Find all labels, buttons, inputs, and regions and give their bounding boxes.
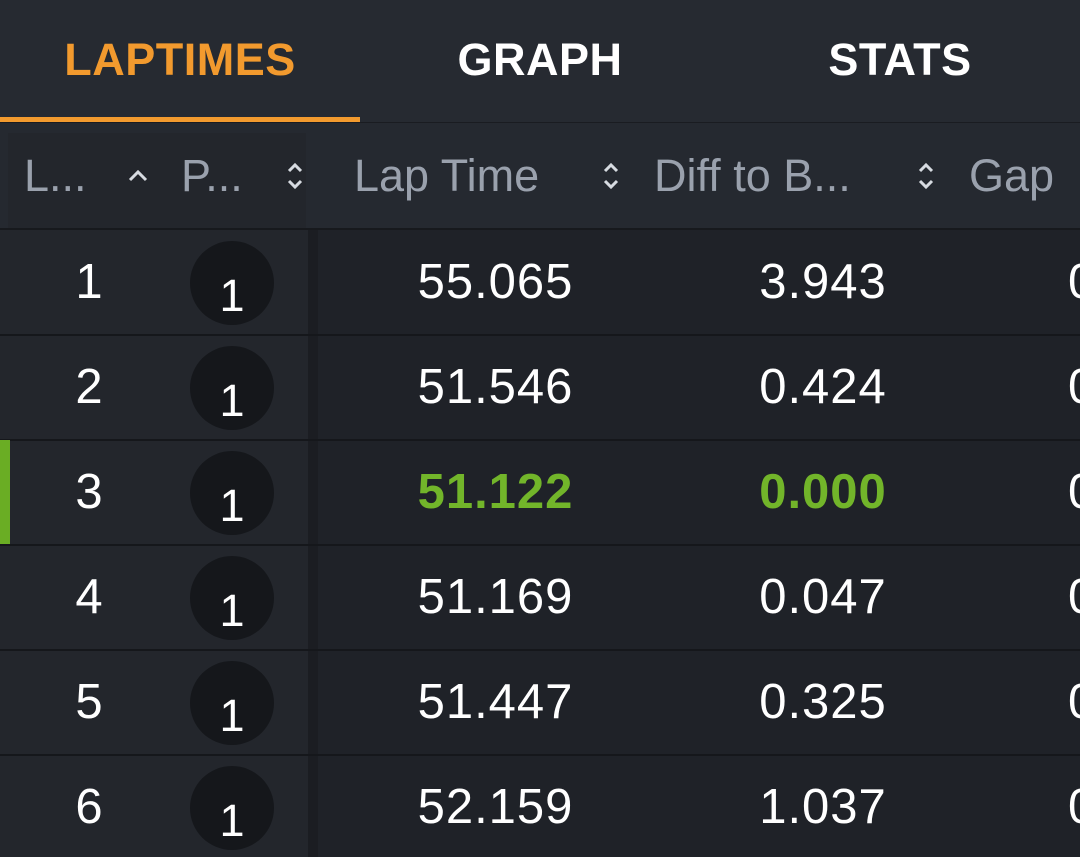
gap-value: 0 — [1068, 230, 1080, 334]
tab-bar: LAPTIMES GRAPH STATS — [0, 0, 1080, 123]
gap-value: 0 — [1068, 335, 1080, 439]
position-value: 1 — [219, 270, 245, 321]
lap-time-value: 55.065 — [417, 255, 574, 309]
lap-time-value: 52.159 — [417, 780, 574, 834]
tab-laptimes[interactable]: LAPTIMES — [0, 0, 360, 122]
lap-time-value: 51.122 — [417, 465, 574, 519]
lap-number: 2 — [75, 360, 103, 414]
sort-unsorted-icon[interactable] — [280, 123, 310, 228]
tab-stats-label: STATS — [828, 34, 972, 85]
diff-to-best-value: 0.000 — [759, 465, 887, 519]
lap-number: 3 — [75, 465, 103, 519]
gap-value: 0 — [1068, 755, 1080, 857]
lap-number: 6 — [75, 780, 103, 834]
diff-to-best-value: 0.325 — [759, 675, 887, 729]
tab-stats[interactable]: STATS — [720, 0, 1080, 122]
tab-graph[interactable]: GRAPH — [360, 0, 720, 122]
diff-to-best-value: 3.943 — [759, 255, 887, 309]
column-header-diff-to-best[interactable]: Diff to B... — [654, 123, 851, 228]
column-header-lap[interactable]: L... — [24, 123, 87, 228]
sort-unsorted-icon[interactable] — [911, 123, 941, 228]
table-row[interactable]: 6 1 52.159 1.037 0 — [0, 755, 1080, 857]
position-badge: 1 — [190, 556, 274, 640]
laptimes-table: L... P... Lap Time Diff to B... Gap 1 1 — [0, 123, 1080, 857]
column-header-position[interactable]: P... — [181, 123, 243, 228]
best-lap-marker — [0, 440, 10, 544]
table-row-best-lap[interactable]: 3 1 51.122 0.000 0 — [0, 440, 1080, 546]
lap-number: 4 — [75, 570, 103, 624]
position-badge: 1 — [190, 241, 274, 325]
pinned-header-area — [8, 133, 306, 228]
position-badge: 1 — [190, 661, 274, 745]
lap-time-value: 51.447 — [417, 675, 574, 729]
sort-unsorted-icon[interactable] — [596, 123, 626, 228]
lap-number: 1 — [75, 255, 103, 309]
table-row[interactable]: 4 1 51.169 0.047 0 — [0, 545, 1080, 651]
lap-time-value: 51.169 — [417, 570, 574, 624]
sort-ascending-icon[interactable] — [123, 123, 153, 228]
position-badge: 1 — [190, 451, 274, 535]
lap-number: 5 — [75, 675, 103, 729]
column-header-lap-label: L... — [24, 149, 87, 201]
table-row[interactable]: 5 1 51.447 0.325 0 — [0, 650, 1080, 756]
tab-graph-label: GRAPH — [457, 34, 623, 85]
diff-to-best-value: 0.424 — [759, 360, 887, 414]
position-value: 1 — [219, 375, 245, 426]
column-header-position-label: P... — [181, 149, 243, 201]
table-header: L... P... Lap Time Diff to B... Gap — [0, 123, 1080, 230]
position-value: 1 — [219, 480, 245, 531]
position-value: 1 — [219, 690, 245, 741]
gap-value: 0 — [1068, 545, 1080, 649]
tab-laptimes-label: LAPTIMES — [64, 34, 296, 85]
pinned-columns-divider — [308, 123, 318, 857]
gap-value: 0 — [1068, 650, 1080, 754]
diff-to-best-value: 0.047 — [759, 570, 887, 624]
column-header-gap[interactable]: Gap — [969, 123, 1054, 228]
diff-to-best-value: 1.037 — [759, 780, 887, 834]
position-badge: 1 — [190, 346, 274, 430]
column-header-gap-label: Gap — [969, 149, 1055, 201]
position-value: 1 — [219, 795, 245, 846]
position-badge: 1 — [190, 766, 274, 850]
column-header-lap-time-label: Lap Time — [354, 149, 540, 201]
lap-time-value: 51.546 — [417, 360, 574, 414]
table-row[interactable]: 1 1 55.065 3.943 0 — [0, 230, 1080, 336]
column-header-lap-time[interactable]: Lap Time — [354, 123, 539, 228]
table-row[interactable]: 2 1 51.546 0.424 0 — [0, 335, 1080, 441]
column-header-diff-to-best-label: Diff to B... — [654, 149, 851, 201]
gap-value: 0 — [1068, 440, 1080, 544]
active-tab-indicator — [0, 117, 360, 122]
position-value: 1 — [219, 585, 245, 636]
